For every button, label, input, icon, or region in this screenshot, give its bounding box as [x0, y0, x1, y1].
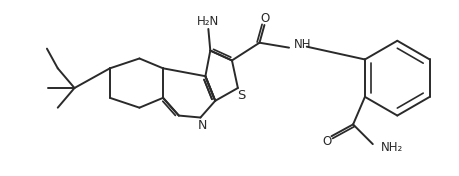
Text: NH: NH: [294, 38, 312, 51]
Text: N: N: [198, 119, 207, 132]
Text: O: O: [261, 12, 270, 25]
Text: O: O: [322, 135, 331, 148]
Text: NH₂: NH₂: [381, 141, 403, 153]
Text: H₂N: H₂N: [197, 15, 219, 28]
Text: S: S: [238, 89, 246, 102]
